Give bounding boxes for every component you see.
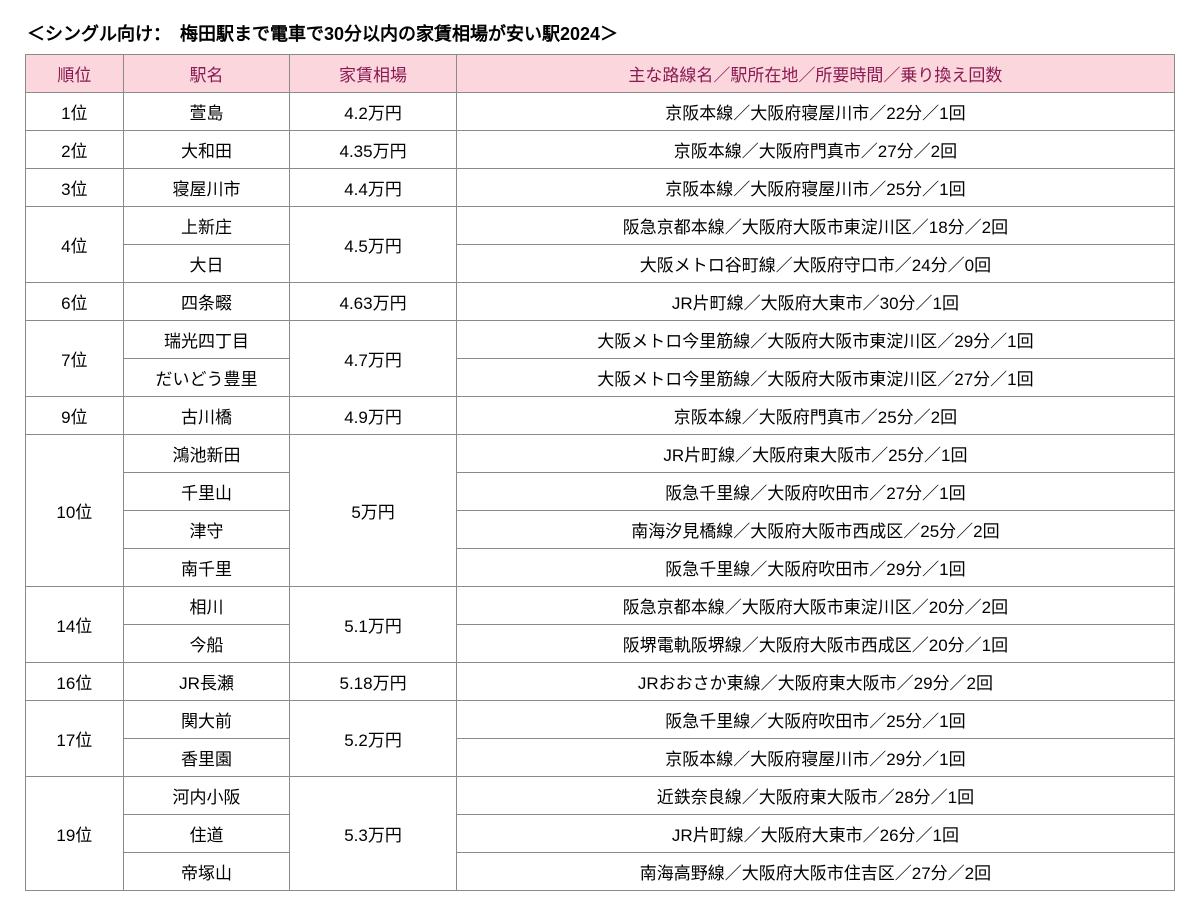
table-row: 南千里 阪急千里線／大阪府吹田市／29分／1回 [26, 549, 1175, 587]
table-row: 4位上新庄4.5万円阪急京都本線／大阪府大阪市東淀川区／18分／2回 [26, 207, 1175, 245]
station-cell: 瑞光四丁目 [123, 321, 290, 359]
column-header-station: 駅名 [123, 55, 290, 93]
table-row: 14位相川5.1万円阪急京都本線／大阪府大阪市東淀川区／20分／2回 [26, 587, 1175, 625]
rent-cell: 4.4万円 [290, 169, 457, 207]
table-row: 住道 JR片町線／大阪府大東市／26分／1回 [26, 815, 1175, 853]
detail-cell: 南海高野線／大阪府大阪市住吉区／27分／2回 [456, 853, 1174, 891]
detail-cell: 阪急千里線／大阪府吹田市／29分／1回 [456, 549, 1174, 587]
detail-cell: JR片町線／大阪府大東市／30分／1回 [456, 283, 1174, 321]
station-cell: だいどう豊里 [123, 359, 290, 397]
table-row: 16位JR長瀬5.18万円JRおおさか東線／大阪府東大阪市／29分／2回 [26, 663, 1175, 701]
station-cell: 関大前 [123, 701, 290, 739]
detail-cell: 京阪本線／大阪府寝屋川市／22分／1回 [456, 93, 1174, 131]
station-cell: 萱島 [123, 93, 290, 131]
station-cell: 上新庄 [123, 207, 290, 245]
rank-cell: 16位 [26, 663, 124, 701]
rent-cell: 4.5万円 [290, 207, 457, 283]
table-header-row: 順位駅名家賃相場主な路線名／駅所在地／所要時間／乗り換え回数 [26, 55, 1175, 93]
rank-cell: 2位 [26, 131, 124, 169]
rent-cell: 4.63万円 [290, 283, 457, 321]
page-title: ＜シングル向け： 梅田駅まで電車で30分以内の家賃相場が安い駅2024＞ [25, 20, 1175, 46]
detail-cell: 大阪メトロ今里筋線／大阪府大阪市東淀川区／27分／1回 [456, 359, 1174, 397]
station-cell: 大和田 [123, 131, 290, 169]
rent-cell: 4.35万円 [290, 131, 457, 169]
table-row: 10位鴻池新田5万円JR片町線／大阪府東大阪市／25分／1回 [26, 435, 1175, 473]
detail-cell: 阪堺電軌阪堺線／大阪府大阪市西成区／20分／1回 [456, 625, 1174, 663]
table-row: 帝塚山 南海高野線／大阪府大阪市住吉区／27分／2回 [26, 853, 1175, 891]
rent-cell: 5.2万円 [290, 701, 457, 777]
detail-cell: JR片町線／大阪府大東市／26分／1回 [456, 815, 1174, 853]
station-cell: 千里山 [123, 473, 290, 511]
table-row: だいどう豊里 大阪メトロ今里筋線／大阪府大阪市東淀川区／27分／1回 [26, 359, 1175, 397]
station-cell: 住道 [123, 815, 290, 853]
rank-cell: 17位 [26, 701, 124, 777]
table-row: 19位河内小阪5.3万円近鉄奈良線／大阪府東大阪市／28分／1回 [26, 777, 1175, 815]
table-row: 6位四条畷4.63万円JR片町線／大阪府大東市／30分／1回 [26, 283, 1175, 321]
rank-cell: 3位 [26, 169, 124, 207]
table-row: 千里山 阪急千里線／大阪府吹田市／27分／1回 [26, 473, 1175, 511]
rent-cell: 5.18万円 [290, 663, 457, 701]
station-cell: 四条畷 [123, 283, 290, 321]
rank-cell: 10位 [26, 435, 124, 587]
station-cell: 相川 [123, 587, 290, 625]
rent-cell: 4.7万円 [290, 321, 457, 397]
column-header-detail: 主な路線名／駅所在地／所要時間／乗り換え回数 [456, 55, 1174, 93]
table-row: 2位大和田4.35万円京阪本線／大阪府門真市／27分／2回 [26, 131, 1175, 169]
station-cell: 南千里 [123, 549, 290, 587]
station-cell: JR長瀬 [123, 663, 290, 701]
rank-cell: 1位 [26, 93, 124, 131]
table-row: 津守 南海汐見橋線／大阪府大阪市西成区／25分／2回 [26, 511, 1175, 549]
table-row: 1位萱島4.2万円京阪本線／大阪府寝屋川市／22分／1回 [26, 93, 1175, 131]
detail-cell: 阪急千里線／大阪府吹田市／27分／1回 [456, 473, 1174, 511]
detail-cell: 大阪メトロ今里筋線／大阪府大阪市東淀川区／29分／1回 [456, 321, 1174, 359]
table-row: 香里園 京阪本線／大阪府寝屋川市／29分／1回 [26, 739, 1175, 777]
rank-cell: 4位 [26, 207, 124, 283]
station-cell: 今船 [123, 625, 290, 663]
detail-cell: 近鉄奈良線／大阪府東大阪市／28分／1回 [456, 777, 1174, 815]
rank-cell: 9位 [26, 397, 124, 435]
table-row: 今船 阪堺電軌阪堺線／大阪府大阪市西成区／20分／1回 [26, 625, 1175, 663]
rank-cell: 7位 [26, 321, 124, 397]
station-cell: 香里園 [123, 739, 290, 777]
rent-cell: 5.3万円 [290, 777, 457, 891]
station-cell: 帝塚山 [123, 853, 290, 891]
station-cell: 寝屋川市 [123, 169, 290, 207]
table-row: 7位瑞光四丁目4.7万円大阪メトロ今里筋線／大阪府大阪市東淀川区／29分／1回 [26, 321, 1175, 359]
detail-cell: 南海汐見橋線／大阪府大阪市西成区／25分／2回 [456, 511, 1174, 549]
detail-cell: JR片町線／大阪府東大阪市／25分／1回 [456, 435, 1174, 473]
column-header-rent: 家賃相場 [290, 55, 457, 93]
station-cell: 古川橋 [123, 397, 290, 435]
station-cell: 鴻池新田 [123, 435, 290, 473]
table-row: 17位関大前5.2万円阪急千里線／大阪府吹田市／25分／1回 [26, 701, 1175, 739]
table-row: 3位寝屋川市4.4万円京阪本線／大阪府寝屋川市／25分／1回 [26, 169, 1175, 207]
station-cell: 大日 [123, 245, 290, 283]
rent-cell: 4.2万円 [290, 93, 457, 131]
table-row: 9位古川橋4.9万円京阪本線／大阪府門真市／25分／2回 [26, 397, 1175, 435]
rank-cell: 19位 [26, 777, 124, 891]
rank-cell: 6位 [26, 283, 124, 321]
detail-cell: 阪急京都本線／大阪府大阪市東淀川区／20分／2回 [456, 587, 1174, 625]
detail-cell: 阪急京都本線／大阪府大阪市東淀川区／18分／2回 [456, 207, 1174, 245]
detail-cell: 京阪本線／大阪府寝屋川市／25分／1回 [456, 169, 1174, 207]
detail-cell: JRおおさか東線／大阪府東大阪市／29分／2回 [456, 663, 1174, 701]
rent-cell: 5万円 [290, 435, 457, 587]
rent-cell: 4.9万円 [290, 397, 457, 435]
detail-cell: 大阪メトロ谷町線／大阪府守口市／24分／0回 [456, 245, 1174, 283]
column-header-rank: 順位 [26, 55, 124, 93]
detail-cell: 阪急千里線／大阪府吹田市／25分／1回 [456, 701, 1174, 739]
detail-cell: 京阪本線／大阪府門真市／25分／2回 [456, 397, 1174, 435]
rent-cell: 5.1万円 [290, 587, 457, 663]
detail-cell: 京阪本線／大阪府門真市／27分／2回 [456, 131, 1174, 169]
rent-ranking-table: 順位駅名家賃相場主な路線名／駅所在地／所要時間／乗り換え回数 1位萱島4.2万円… [25, 54, 1175, 891]
detail-cell: 京阪本線／大阪府寝屋川市／29分／1回 [456, 739, 1174, 777]
table-row: 大日 大阪メトロ谷町線／大阪府守口市／24分／0回 [26, 245, 1175, 283]
rank-cell: 14位 [26, 587, 124, 663]
station-cell: 津守 [123, 511, 290, 549]
station-cell: 河内小阪 [123, 777, 290, 815]
